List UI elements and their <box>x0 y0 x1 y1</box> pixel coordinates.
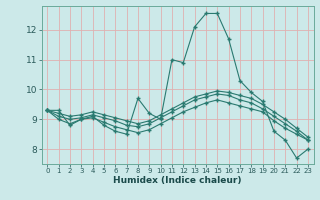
X-axis label: Humidex (Indice chaleur): Humidex (Indice chaleur) <box>113 176 242 185</box>
